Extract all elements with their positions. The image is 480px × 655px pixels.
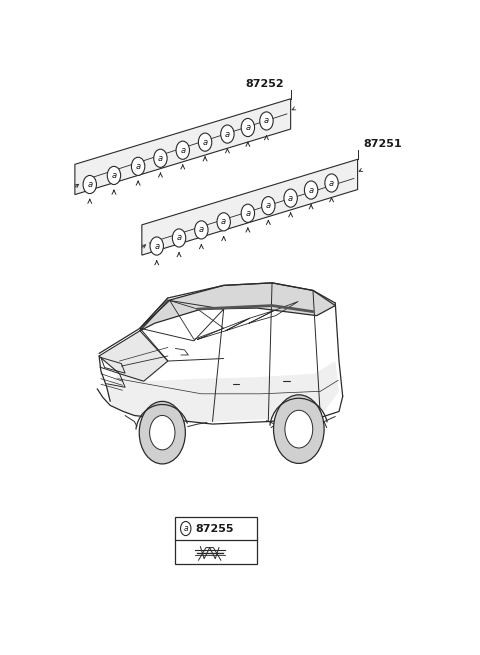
Text: a: a bbox=[183, 524, 188, 533]
Circle shape bbox=[285, 410, 313, 448]
Text: a: a bbox=[245, 123, 251, 132]
Text: a: a bbox=[329, 179, 334, 187]
Text: a: a bbox=[221, 217, 226, 227]
Circle shape bbox=[176, 141, 190, 159]
Circle shape bbox=[241, 119, 254, 137]
Text: a: a bbox=[180, 145, 185, 155]
Text: a: a bbox=[309, 185, 313, 195]
Circle shape bbox=[198, 133, 212, 151]
Circle shape bbox=[154, 149, 167, 168]
Circle shape bbox=[241, 204, 254, 222]
Circle shape bbox=[217, 213, 230, 231]
Text: 87252: 87252 bbox=[245, 79, 284, 88]
Circle shape bbox=[139, 402, 185, 464]
Text: a: a bbox=[135, 162, 141, 171]
Text: a: a bbox=[154, 242, 159, 251]
Circle shape bbox=[132, 157, 145, 176]
Circle shape bbox=[172, 229, 186, 247]
Circle shape bbox=[284, 189, 297, 207]
Polygon shape bbox=[99, 331, 168, 381]
Polygon shape bbox=[142, 159, 358, 255]
Circle shape bbox=[107, 166, 120, 185]
Polygon shape bbox=[75, 99, 290, 195]
Polygon shape bbox=[175, 517, 257, 564]
Text: a: a bbox=[266, 201, 271, 210]
Text: a: a bbox=[199, 225, 204, 234]
Text: a: a bbox=[225, 130, 230, 139]
Circle shape bbox=[150, 415, 175, 450]
Text: a: a bbox=[111, 171, 117, 180]
Text: a: a bbox=[264, 117, 269, 126]
Text: 87251: 87251 bbox=[363, 140, 402, 149]
Circle shape bbox=[262, 196, 275, 215]
Circle shape bbox=[180, 521, 191, 536]
Polygon shape bbox=[107, 361, 339, 424]
Text: a: a bbox=[288, 194, 293, 202]
Text: a: a bbox=[245, 209, 251, 217]
Text: a: a bbox=[203, 138, 208, 147]
Circle shape bbox=[83, 176, 96, 194]
Text: a: a bbox=[87, 180, 92, 189]
Polygon shape bbox=[140, 283, 335, 331]
Circle shape bbox=[325, 174, 338, 192]
Circle shape bbox=[195, 221, 208, 239]
Circle shape bbox=[221, 125, 234, 143]
Text: a: a bbox=[158, 154, 163, 163]
Circle shape bbox=[260, 112, 273, 130]
Circle shape bbox=[150, 237, 163, 255]
Text: a: a bbox=[177, 233, 181, 242]
Circle shape bbox=[274, 395, 324, 464]
Circle shape bbox=[304, 181, 318, 199]
Text: 87255: 87255 bbox=[196, 523, 234, 534]
